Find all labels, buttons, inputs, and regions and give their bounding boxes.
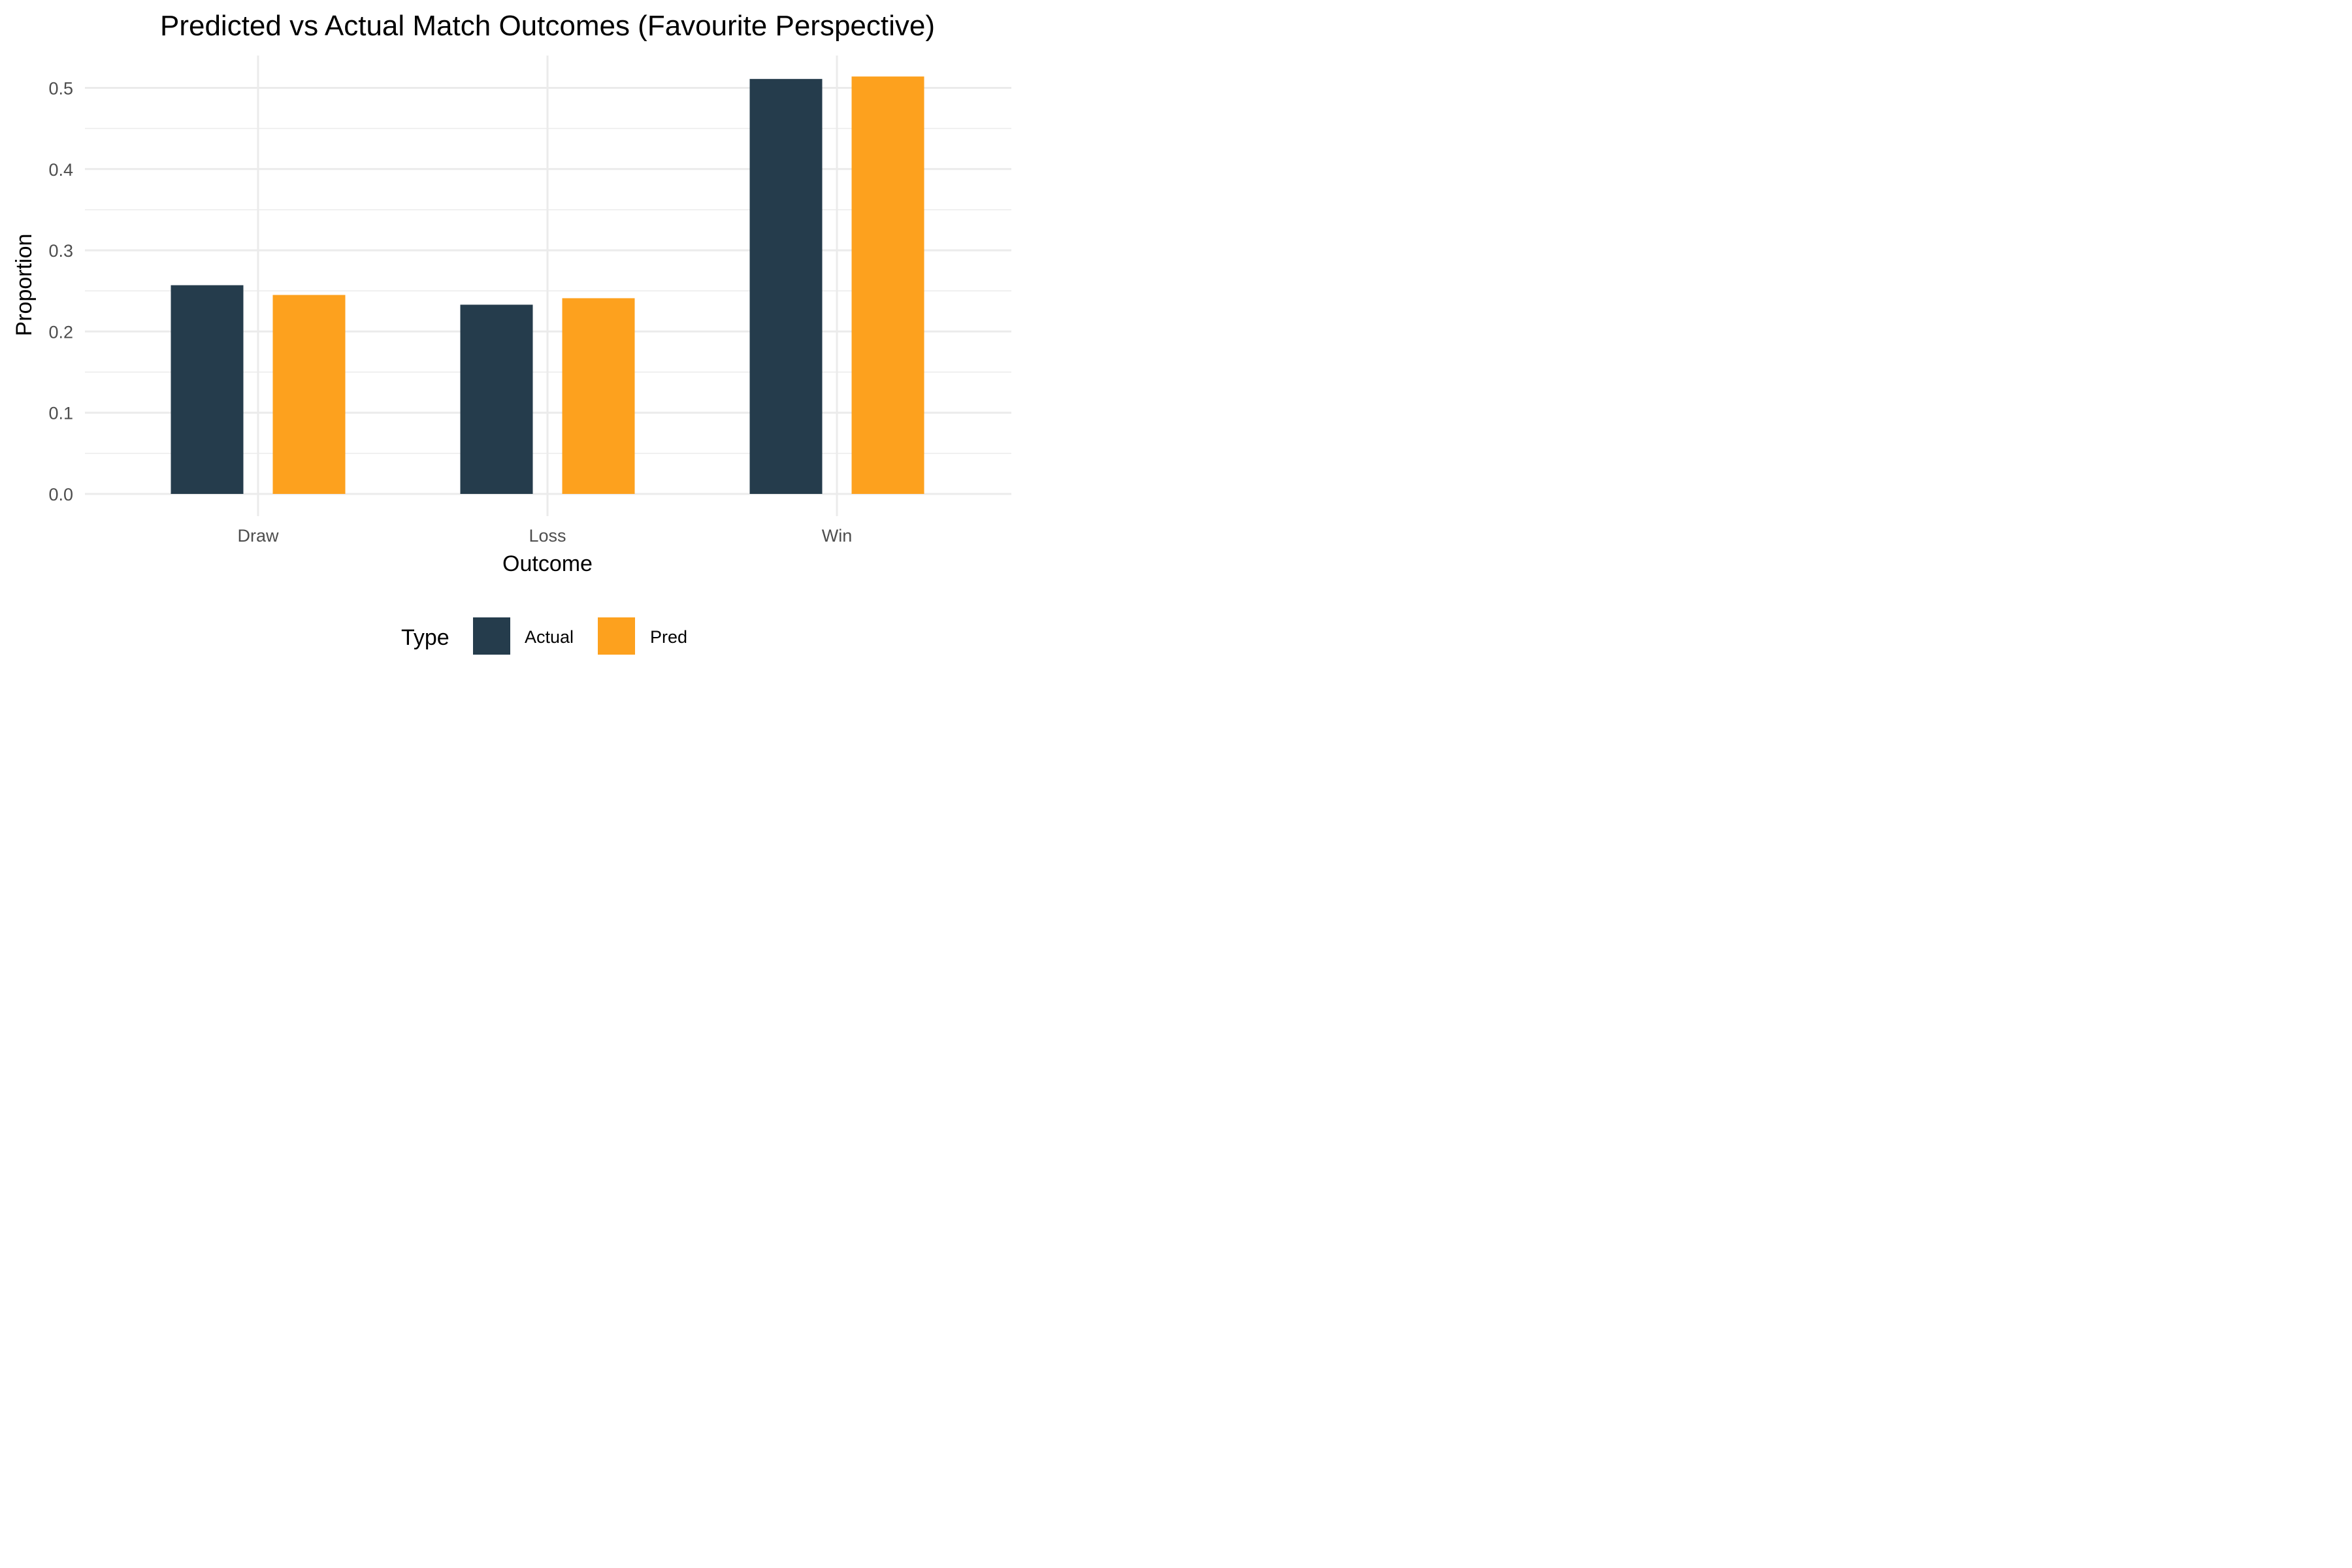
x-tick-label: Loss bbox=[529, 526, 566, 546]
y-tick-label: 0.0 bbox=[48, 485, 73, 504]
legend: Type Actual Pred bbox=[401, 617, 687, 655]
bar-actual-win bbox=[749, 78, 823, 494]
legend-title: Type bbox=[401, 625, 449, 650]
y-tick-label: 0.1 bbox=[48, 404, 73, 423]
x-axis-title: Outcome bbox=[502, 551, 593, 576]
y-axis-title: Proportion bbox=[12, 234, 37, 336]
legend-key-actual bbox=[473, 617, 510, 655]
legend-key-pred bbox=[598, 617, 635, 655]
bars bbox=[171, 76, 924, 494]
y-tick-label: 0.4 bbox=[48, 160, 73, 180]
chart-title: Predicted vs Actual Match Outcomes (Favo… bbox=[160, 10, 935, 42]
bar-actual-loss bbox=[460, 304, 533, 494]
legend-label-actual: Actual bbox=[525, 627, 574, 647]
y-tick-label: 0.2 bbox=[48, 322, 73, 342]
bar-pred-loss bbox=[562, 298, 635, 494]
chart: Predicted vs Actual Match Outcomes (Favo… bbox=[12, 10, 1011, 655]
bar-actual-draw bbox=[171, 285, 244, 494]
x-tick-label: Win bbox=[822, 526, 853, 546]
bar-pred-win bbox=[851, 76, 924, 494]
y-axis-ticks: 0.0 0.1 0.2 0.3 0.4 0.5 bbox=[48, 79, 73, 505]
y-tick-label: 0.5 bbox=[48, 79, 73, 99]
x-tick-label: Draw bbox=[237, 526, 279, 546]
legend-label-pred: Pred bbox=[650, 627, 687, 647]
bar-pred-draw bbox=[272, 295, 346, 494]
x-axis-ticks: Draw Loss Win bbox=[237, 526, 852, 546]
y-tick-label: 0.3 bbox=[48, 241, 73, 261]
